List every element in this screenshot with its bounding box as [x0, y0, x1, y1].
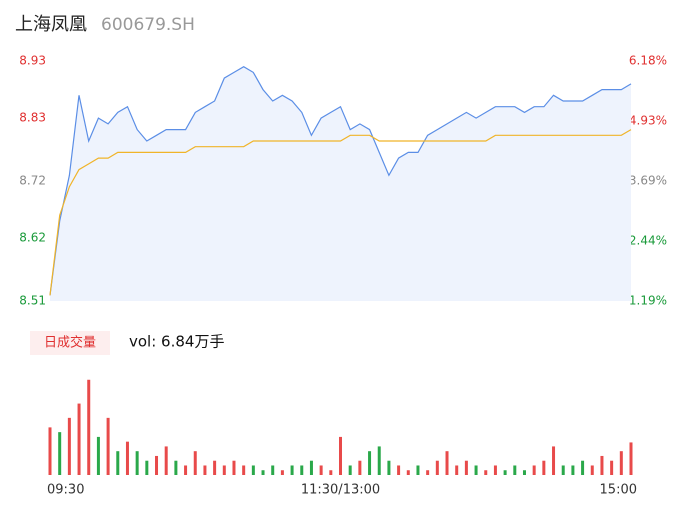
y2-tick-label: 3.69% [629, 173, 667, 187]
volume-bar [435, 460, 439, 475]
volume-bar [474, 465, 478, 475]
volume-bar [251, 465, 255, 475]
volume-bar [590, 465, 594, 475]
volume-bar [368, 451, 372, 475]
volume-bar [397, 465, 401, 475]
volume-bar [416, 465, 420, 475]
y-tick-label: 8.72 [19, 174, 46, 188]
volume-bar [58, 432, 62, 475]
volume-bar [261, 470, 265, 475]
y2-tick-label: 1.19% [629, 294, 667, 308]
volume-bar [406, 470, 410, 475]
volume-bar [193, 451, 197, 475]
volume-bar [309, 460, 313, 475]
y2-tick-label: 6.18% [629, 54, 667, 68]
y-tick-label: 8.51 [19, 294, 46, 308]
y2-tick-label: 4.93% [629, 114, 667, 128]
volume-bar [571, 465, 575, 475]
volume-bar [290, 465, 294, 475]
chart-subtitle: 600679.SH [101, 15, 195, 35]
volume-bar [96, 436, 100, 475]
volume-bar [358, 460, 362, 475]
volume-label: vol: 6.84万手 [129, 333, 224, 351]
volume-bar [377, 446, 381, 475]
volume-bar [600, 455, 604, 475]
volume-bar [300, 465, 304, 475]
volume-button[interactable] [30, 331, 110, 355]
price-area [50, 66, 631, 301]
x-tick-label: 11:30/13:00 [301, 483, 380, 498]
volume-button-label[interactable]: 日成交量 [44, 335, 96, 351]
y-tick-label: 8.62 [19, 231, 46, 245]
volume-bar [164, 446, 168, 475]
volume-bar [329, 470, 333, 475]
volume-bar [67, 417, 71, 475]
volume-bar [280, 470, 284, 475]
volume-bar [155, 455, 159, 475]
volume-bar [145, 460, 149, 475]
volume-bar [484, 470, 488, 475]
volume-bar [387, 460, 391, 475]
volume-bar [242, 465, 246, 475]
volume-bar [87, 379, 91, 475]
volume-bar [232, 460, 236, 475]
volume-bar [464, 460, 468, 475]
x-tick-label: 15:00 [600, 483, 637, 498]
volume-bar [116, 451, 120, 475]
average-line [49, 129, 632, 296]
y-tick-label: 8.93 [19, 54, 46, 68]
volume-bar [48, 427, 52, 475]
volume-bar [106, 417, 110, 475]
volume-bar [522, 470, 526, 475]
volume-bar [222, 465, 226, 475]
volume-bar [135, 451, 139, 475]
volume-bar [493, 465, 497, 475]
volume-bar [348, 465, 352, 475]
volume-bar [125, 441, 129, 475]
volume-bar [513, 465, 517, 475]
volume-bar [445, 451, 449, 475]
chart-title: 上海凤凰 [15, 14, 87, 35]
price-line [49, 66, 632, 296]
volume-bar [455, 465, 459, 475]
volume-bar [503, 470, 507, 475]
volume-bar [532, 465, 536, 475]
volume-bar [542, 460, 546, 475]
volume-bar [426, 470, 430, 475]
volume-bar [184, 465, 188, 475]
volume-bar [271, 465, 275, 475]
volume-bar [174, 460, 178, 475]
volume-bar [552, 446, 556, 475]
volume-bar [629, 442, 633, 475]
volume-bar [213, 460, 217, 475]
volume-bar [203, 465, 207, 475]
volume-bar [619, 451, 623, 475]
volume-bar [561, 465, 565, 475]
volume-bar [610, 460, 614, 475]
volume-bar [581, 460, 585, 475]
volume-bar [319, 465, 323, 475]
x-tick-label: 09:30 [47, 483, 84, 498]
volume-bar [339, 436, 342, 475]
volume-bar [77, 403, 81, 475]
y2-tick-label: 2.44% [629, 233, 667, 247]
y-tick-label: 8.83 [19, 111, 46, 125]
